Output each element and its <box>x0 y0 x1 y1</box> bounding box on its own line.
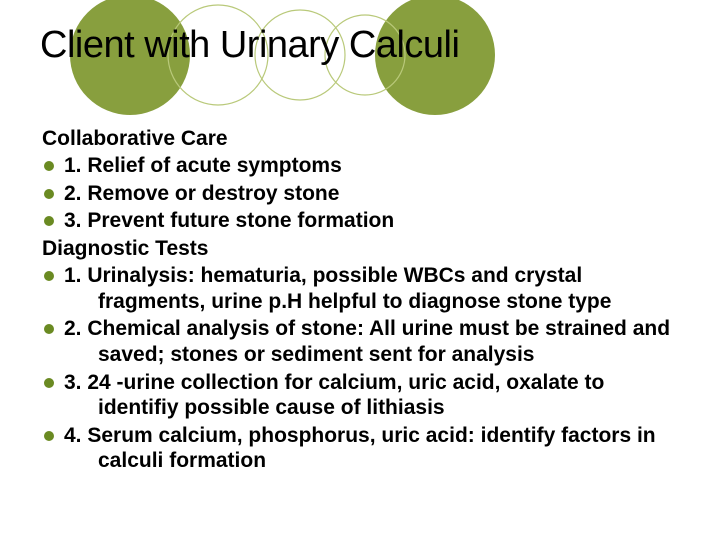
list-item: 1. Relief of acute symptoms <box>42 153 680 179</box>
slide: Client with Urinary Calculi Collaborativ… <box>0 0 720 540</box>
list-item-text: 3. 24 -urine collection for calcium, uri… <box>64 370 680 421</box>
list-item-text: 3. Prevent future stone formation <box>64 208 394 234</box>
bullet-icon <box>44 271 54 281</box>
bullet-icon <box>44 189 54 199</box>
bullet-icon <box>44 324 54 334</box>
section-heading: Diagnostic Tests <box>42 236 680 261</box>
slide-body: Collaborative Care1. Relief of acute sym… <box>42 126 680 476</box>
bullet-icon <box>44 161 54 171</box>
bullet-icon <box>44 378 54 388</box>
bullet-icon <box>44 216 54 226</box>
list-item: 4. Serum calcium, phosphorus, uric acid:… <box>42 423 680 474</box>
list-item: 2. Remove or destroy stone <box>42 181 680 207</box>
list-item: 3. Prevent future stone formation <box>42 208 680 234</box>
list-item: 2. Chemical analysis of stone: All urine… <box>42 316 680 367</box>
list-item-text: 2. Remove or destroy stone <box>64 181 339 207</box>
list-item: 3. 24 -urine collection for calcium, uri… <box>42 370 680 421</box>
list-item: 1. Urinalysis: hematuria, possible WBCs … <box>42 263 680 314</box>
list-item-text: 2. Chemical analysis of stone: All urine… <box>64 316 680 367</box>
list-item-text: 4. Serum calcium, phosphorus, uric acid:… <box>64 423 680 474</box>
list-item-text: 1. Relief of acute symptoms <box>64 153 342 179</box>
bullet-icon <box>44 431 54 441</box>
section-heading: Collaborative Care <box>42 126 680 151</box>
slide-title: Client with Urinary Calculi <box>40 24 459 67</box>
list-item-text: 1. Urinalysis: hematuria, possible WBCs … <box>64 263 680 314</box>
